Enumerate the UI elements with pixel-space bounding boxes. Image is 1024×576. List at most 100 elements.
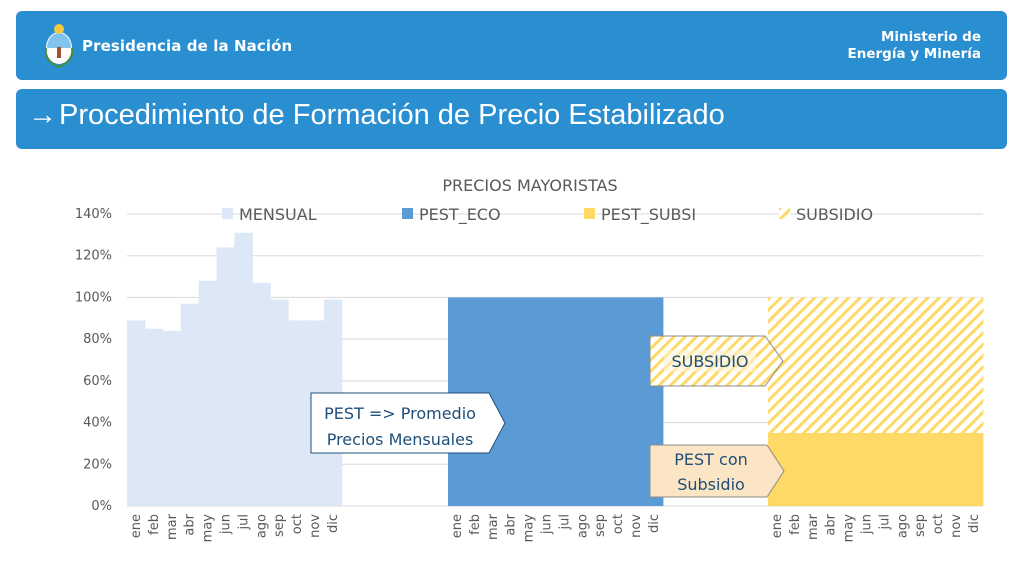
bar-pest-subsi: [964, 433, 984, 506]
legend-label: PEST_ECO: [419, 205, 501, 225]
x-tick-label: may: [522, 514, 537, 543]
x-tick-label: sep: [272, 514, 287, 537]
bar-pest-subsi: [785, 433, 805, 506]
x-tick-label: jul: [557, 514, 572, 530]
y-tick-label: 0%: [91, 499, 112, 514]
slide-title: →Procedimiento de Formación de Precio Es…: [28, 99, 725, 132]
bar-subsidio: [893, 297, 912, 433]
legend-label: MENSUAL: [239, 205, 317, 224]
x-tick-label: oct: [611, 514, 626, 534]
legend: MENSUAL PEST_ECO PEST_SUBSI SUBSIDIO: [222, 205, 873, 225]
bar-subsidio: [785, 297, 805, 433]
bar-pest-eco: [609, 297, 628, 506]
bar-mensual: [198, 280, 218, 506]
y-tick-label: 100%: [75, 290, 112, 305]
bar-mensual: [162, 330, 182, 506]
bar-pest-subsi: [947, 433, 966, 506]
x-tick-label: sep: [593, 514, 608, 537]
x-tick-label: dic: [967, 514, 982, 533]
x-tick-label: abr: [504, 513, 519, 535]
x-tick-label: jul: [877, 514, 892, 530]
x-tick-label: abr: [183, 513, 198, 535]
x-tick-label: ene: [129, 514, 144, 538]
y-tick-label: 40%: [83, 416, 112, 431]
bar-mensual: [180, 303, 200, 506]
x-tick-label: nov: [949, 514, 964, 538]
x-tick-label: sep: [913, 514, 928, 537]
x-tick-label: ene: [450, 514, 465, 538]
legend-label: PEST_SUBSI: [601, 205, 696, 225]
argentina-coat-of-arms-icon: [44, 24, 74, 69]
bar-subsidio: [947, 297, 966, 433]
bar-mensual: [252, 282, 271, 506]
title-bar: →Procedimiento de Formación de Precio Es…: [16, 89, 1007, 149]
legend-swatch: [222, 208, 233, 219]
callout-pest-line2: Precios Mensuales: [327, 430, 474, 449]
callout-pest-box: [310, 392, 506, 454]
bar-subsidio: [875, 297, 894, 433]
x-tick-label: feb: [147, 514, 162, 535]
bar-pest-eco: [573, 297, 592, 506]
callout-pest-con-line1: PEST con: [674, 450, 748, 469]
bar-mensual: [288, 320, 307, 506]
x-tick-label: mar: [486, 513, 501, 540]
x-tick-label: may: [201, 514, 216, 543]
x-tick-label: jun: [539, 514, 554, 535]
bar-pest-subsi: [839, 433, 859, 506]
x-tick-label: ago: [575, 514, 590, 538]
bar-mensual: [144, 328, 164, 506]
bar-pest-eco: [519, 297, 539, 506]
legend-swatch: [779, 208, 790, 219]
bar-pest-subsi: [857, 433, 876, 506]
x-tick-label: feb: [788, 514, 803, 535]
bar-subsidio: [803, 297, 823, 433]
x-tick-label: feb: [468, 514, 483, 535]
bar-mensual: [127, 320, 146, 506]
bar-pest-eco: [537, 297, 556, 506]
bar-pest-eco: [555, 297, 574, 506]
callout-pest-line1: PEST => Promedio: [324, 404, 476, 423]
bar-subsidio: [839, 297, 859, 433]
x-tick-label: may: [842, 514, 857, 543]
callouts: PEST => Promedio Precios Mensuales SUBSIDI…: [310, 335, 785, 498]
bar-pest-eco: [591, 297, 610, 506]
legend-swatch: [402, 208, 413, 219]
x-tick-label: dic: [647, 514, 662, 533]
x-tick-label: nov: [308, 514, 323, 538]
bar-subsidio: [911, 297, 930, 433]
bar-mensual: [234, 232, 253, 506]
legend-swatch: [584, 208, 595, 219]
y-tick-label: 140%: [75, 207, 112, 222]
chart-area: 0%20%40%60%80%100%120%140% ene feb mar abr m…: [75, 176, 984, 542]
slide-title-text: Procedimiento de Formación de Precio Est…: [59, 99, 725, 131]
labels: ene feb mar abr may jun jul ago sep oct nov dic ene f…: [129, 513, 982, 542]
bar-mensual: [216, 247, 235, 506]
callout-pest-con-box: [649, 444, 785, 498]
x-tick-label: ago: [895, 514, 910, 538]
government-name: Presidencia de la Nación: [82, 37, 293, 55]
bar-pest-subsi: [929, 433, 948, 506]
x-tick-label: oct: [290, 514, 305, 534]
x-tick-label: abr: [824, 513, 839, 535]
bar-subsidio: [964, 297, 984, 433]
y-tick-label: 80%: [83, 332, 112, 347]
x-tick-label: mar: [806, 513, 821, 540]
x-tick-label: mar: [165, 513, 180, 540]
bar-subsidio: [929, 297, 948, 433]
x-tick-label: oct: [931, 514, 946, 534]
bar-pest-subsi: [875, 433, 894, 506]
header-bar: Presidencia de la Nación Ministerio de E…: [16, 11, 1007, 80]
bar-pest-subsi: [893, 433, 912, 506]
callout-subsidio-backdrop: [664, 350, 756, 372]
x-tick-label: ago: [254, 514, 269, 538]
bar-mensual: [270, 299, 289, 506]
x-tick-label: dic: [326, 514, 341, 533]
x-tick-label: jul: [236, 514, 251, 530]
chart-title: PRECIOS MAYORISTAS: [442, 176, 617, 195]
bar-pest-eco: [627, 297, 646, 506]
y-tick-label: 60%: [83, 374, 112, 389]
arrow-right-icon: →: [28, 99, 57, 131]
bar-subsidio: [857, 297, 876, 433]
bar-subsidio: [821, 297, 841, 433]
bar-pest-subsi: [911, 433, 930, 506]
